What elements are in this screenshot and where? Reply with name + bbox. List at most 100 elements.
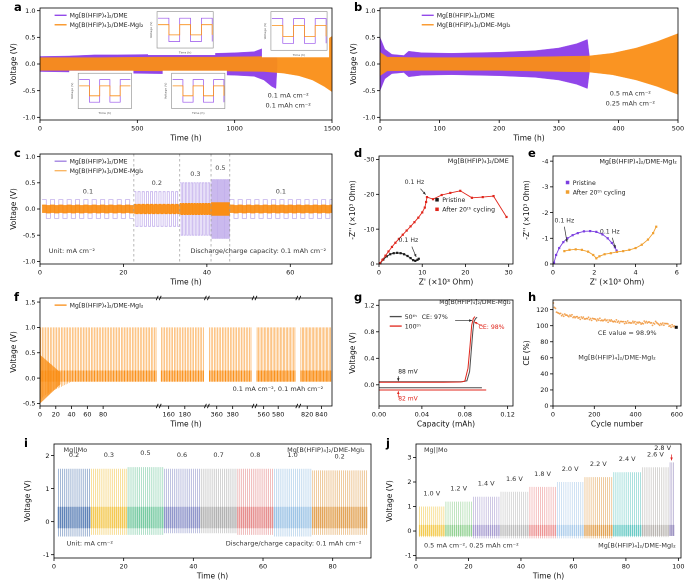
svg-text:Mg[B(HFIP)₄]₂/DME-MgI₂: Mg[B(HFIP)₄]₂/DME-MgI₂ — [437, 22, 511, 29]
panel-g-letter: g — [354, 290, 363, 304]
svg-text:-30: -30 — [364, 156, 375, 164]
svg-text:2.0 V: 2.0 V — [562, 465, 579, 473]
panel-h-chart: 0 20 40 60 80 100 120 0 200 400 600 Cycle number CE … — [520, 292, 688, 434]
svg-text:0: 0 — [551, 269, 555, 277]
svg-text:1: 1 — [45, 485, 49, 493]
svg-text:Time (h): Time (h) — [169, 134, 201, 143]
svg-text:120: 120 — [536, 306, 548, 314]
svg-text:1.4 V: 1.4 V — [478, 480, 495, 488]
svg-text:6: 6 — [675, 269, 679, 277]
svg-text:Time (h): Time (h) — [169, 278, 201, 287]
panel-i-letter: i — [24, 436, 28, 450]
svg-text:0.3: 0.3 — [104, 451, 114, 459]
svg-text:88 mV: 88 mV — [398, 369, 418, 376]
svg-text:580: 580 — [272, 411, 284, 419]
svg-text:0.1 mA cm⁻²: 0.1 mA cm⁻² — [268, 92, 310, 100]
panel-c-letter: c — [14, 146, 21, 160]
svg-text:Voltage (V): Voltage (V) — [164, 83, 168, 100]
panel-c: c 0.1 0.2 0.3 0.5 0.1 -1.0 -0.5 0.0 0.5 1.0 0 20 40 6… — [6, 146, 340, 292]
svg-text:0.5: 0.5 — [25, 349, 35, 357]
svg-text:1000: 1000 — [226, 125, 243, 133]
svg-text:Voltage (V): Voltage (V) — [9, 331, 18, 373]
svg-text:1.0: 1.0 — [25, 153, 35, 161]
svg-text:80: 80 — [540, 338, 548, 346]
svg-text:-3: -3 — [542, 183, 548, 191]
svg-text:0: 0 — [370, 260, 374, 268]
svg-text:80: 80 — [99, 411, 107, 419]
svg-text:CE: 97%: CE: 97% — [422, 314, 448, 321]
svg-text:100: 100 — [433, 125, 445, 133]
svg-text:160: 160 — [162, 411, 174, 419]
svg-text:20: 20 — [461, 269, 469, 277]
svg-text:1.6 V: 1.6 V — [506, 475, 523, 483]
svg-text:60: 60 — [259, 563, 267, 571]
chart-e: 0 -1 -2 -3 -4 0 2 4 6 Z' (×10³ Ohm) -Z'' (×10³ Ohm… — [522, 155, 682, 287]
svg-text:Pristine: Pristine — [573, 180, 596, 187]
svg-text:1.0 V: 1.0 V — [423, 489, 440, 497]
svg-text:1.5: 1.5 — [25, 298, 35, 306]
chart-c: 0.1 0.2 0.3 0.5 0.1 -1.0 -0.5 0.0 0.5 1.0 0 20 40 60 T… — [9, 153, 333, 287]
svg-text:Cycle number: Cycle number — [591, 420, 644, 429]
svg-text:0.1: 0.1 — [276, 187, 286, 195]
svg-text:Discharge/charge capacity: 0.1: Discharge/charge capacity: 0.1 mAh cm⁻² — [226, 539, 362, 547]
svg-text:Voltage (V): Voltage (V) — [9, 43, 18, 85]
svg-text:1.2: 1.2 — [364, 302, 374, 310]
svg-text:2.8 V: 2.8 V — [654, 444, 671, 452]
svg-text:400: 400 — [629, 411, 641, 419]
svg-text:0: 0 — [407, 527, 411, 535]
svg-text:Z' (×10³ Ohm): Z' (×10³ Ohm) — [419, 278, 474, 287]
panel-b: b -1.0 -0.5 0.0 0.5 1.0 0 100 200 300 400 500 Time … — [346, 0, 686, 148]
svg-text:300: 300 — [553, 125, 565, 133]
svg-text:840: 840 — [315, 411, 327, 419]
chart-d: 0 -10 -20 -30 0 10 20 30 Z' (×10³ Ohm) -Z'' (×10³… — [348, 155, 514, 287]
svg-text:Mg[B(HFIP)₄]₂/DME-MgI₂: Mg[B(HFIP)₄]₂/DME-MgI₂ — [598, 542, 676, 550]
svg-text:Mg[B(HFIP)₄]₂/DME-MgI₂: Mg[B(HFIP)₄]₂/DME-MgI₂ — [439, 299, 511, 306]
svg-text:CE value = 98.9%: CE value = 98.9% — [598, 329, 657, 337]
svg-text:Mg[B(HFIP)₄]₂/DME-MgI₂: Mg[B(HFIP)₄]₂/DME-MgI₂ — [578, 353, 656, 361]
svg-text:82 mV: 82 mV — [398, 396, 418, 403]
svg-text:0.25 mAh cm⁻²: 0.25 mAh cm⁻² — [606, 99, 656, 107]
chart-b: -1.0 -0.5 0.0 0.5 1.0 0 100 200 300 400 500 Time (h… — [349, 7, 684, 143]
svg-text:0.5: 0.5 — [365, 34, 375, 42]
chart-j: 1.0 V 1.2 V 1.4 V 1.6 V 1.8 V 2.0 V 2.2 V 2.4 V… — [385, 443, 685, 581]
svg-text:40: 40 — [203, 269, 211, 277]
svg-text:-1.0: -1.0 — [23, 258, 36, 266]
svg-text:20: 20 — [120, 563, 128, 571]
svg-text:100: 100 — [536, 322, 548, 330]
svg-text:0.0: 0.0 — [365, 60, 375, 68]
svg-text:-Z'' (×10³ Ohm): -Z'' (×10³ Ohm) — [522, 180, 531, 239]
svg-text:560: 560 — [257, 411, 269, 419]
panel-i-chart: 0.2 0.3 0.5 0.6 0.7 0.8 1.0 0.2 -1 0 1 2 0 20 40 60 80 Ti… — [22, 438, 378, 586]
panel-d-chart: 0 -10 -20 -30 0 10 20 30 Z' (×10³ Ohm) -Z'' (×10³… — [346, 148, 520, 292]
svg-text:820: 820 — [301, 411, 313, 419]
svg-text:2: 2 — [592, 269, 596, 277]
svg-text:20: 20 — [52, 411, 60, 419]
svg-text:Pristine: Pristine — [442, 197, 465, 204]
panel-f-letter: f — [14, 290, 20, 304]
svg-text:100ᵗʰ: 100ᵗʰ — [405, 323, 422, 330]
panel-g-chart: 0.0 0.4 0.8 1.2 0.00 0.04 0.08 0.12 Capacity (mA… — [346, 292, 520, 434]
svg-text:Mg[B(HFIP)₄]₂/DME: Mg[B(HFIP)₄]₂/DME — [70, 12, 128, 19]
svg-text:0.2: 0.2 — [69, 451, 79, 459]
svg-text:0: 0 — [544, 402, 548, 410]
svg-text:2.6 V: 2.6 V — [647, 450, 664, 458]
svg-text:Voltage (V): Voltage (V) — [348, 332, 357, 374]
svg-text:0.8: 0.8 — [250, 451, 260, 459]
svg-text:0: 0 — [551, 411, 555, 419]
svg-text:Voltage (V): Voltage (V) — [23, 480, 32, 522]
svg-text:20: 20 — [540, 386, 548, 394]
svg-text:0.1 mA cm⁻², 0.1 mAh cm⁻²: 0.1 mA cm⁻², 0.1 mAh cm⁻² — [233, 385, 324, 393]
svg-text:0.0: 0.0 — [25, 60, 35, 68]
svg-text:4: 4 — [634, 269, 638, 277]
svg-text:10: 10 — [418, 269, 426, 277]
svg-text:Mg||Mo: Mg||Mo — [64, 446, 88, 454]
svg-text:0.1 Hz: 0.1 Hz — [399, 237, 419, 244]
svg-text:0.6: 0.6 — [177, 451, 187, 459]
svg-text:Z' (×10³ Ohm): Z' (×10³ Ohm) — [590, 278, 645, 287]
svg-text:40: 40 — [189, 563, 197, 571]
svg-text:0.12: 0.12 — [500, 411, 514, 419]
svg-text:0.8: 0.8 — [364, 328, 374, 336]
panel-b-letter: b — [354, 0, 363, 14]
panel-e: e 0 -1 -2 -3 -4 0 2 4 6 Z' (×10³ Ohm) -Z'' (×10³ O… — [520, 146, 688, 292]
svg-text:30: 30 — [505, 269, 513, 277]
